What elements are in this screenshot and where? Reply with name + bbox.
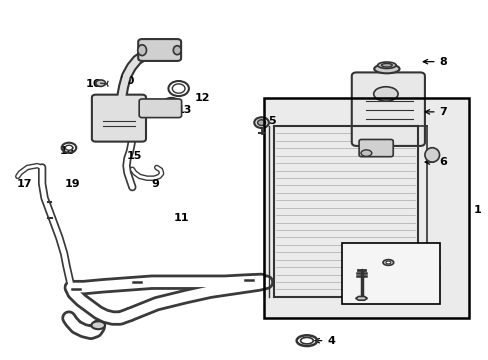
Text: 19: 19: [65, 179, 81, 189]
Ellipse shape: [138, 45, 146, 55]
Text: 3: 3: [398, 263, 417, 273]
Text: 13: 13: [176, 105, 191, 115]
Ellipse shape: [91, 321, 105, 329]
Ellipse shape: [360, 150, 371, 156]
Text: 1: 1: [473, 206, 481, 216]
Ellipse shape: [373, 64, 399, 73]
Text: 7: 7: [425, 107, 447, 117]
Ellipse shape: [377, 62, 395, 68]
Text: 16: 16: [86, 79, 102, 89]
FancyBboxPatch shape: [351, 72, 424, 146]
Ellipse shape: [173, 46, 181, 55]
Text: 6: 6: [425, 157, 447, 167]
Text: 15: 15: [126, 151, 142, 161]
FancyBboxPatch shape: [138, 39, 181, 61]
Ellipse shape: [65, 145, 73, 150]
Text: 14: 14: [122, 120, 137, 129]
Ellipse shape: [96, 80, 105, 86]
Polygon shape: [355, 297, 366, 300]
Bar: [264, 98, 468, 318]
Text: 17: 17: [16, 179, 32, 189]
Ellipse shape: [373, 87, 397, 101]
Text: 2: 2: [341, 275, 349, 285]
Ellipse shape: [424, 148, 439, 162]
Text: 8: 8: [423, 57, 447, 67]
Text: 5: 5: [267, 116, 275, 126]
Text: 18: 18: [59, 146, 75, 156]
Ellipse shape: [424, 261, 439, 275]
Ellipse shape: [385, 261, 390, 264]
FancyBboxPatch shape: [358, 139, 392, 157]
Text: 10: 10: [120, 76, 135, 86]
Ellipse shape: [254, 117, 268, 128]
Text: 9: 9: [152, 179, 160, 189]
Bar: [264, 98, 468, 318]
Text: 11: 11: [173, 213, 189, 222]
Text: 4: 4: [314, 336, 335, 346]
FancyBboxPatch shape: [139, 99, 181, 118]
Ellipse shape: [382, 260, 393, 265]
Ellipse shape: [257, 120, 265, 126]
Ellipse shape: [166, 101, 176, 108]
Bar: [341, 243, 439, 304]
FancyBboxPatch shape: [92, 95, 146, 141]
Text: 12: 12: [194, 93, 210, 103]
Ellipse shape: [381, 63, 391, 67]
